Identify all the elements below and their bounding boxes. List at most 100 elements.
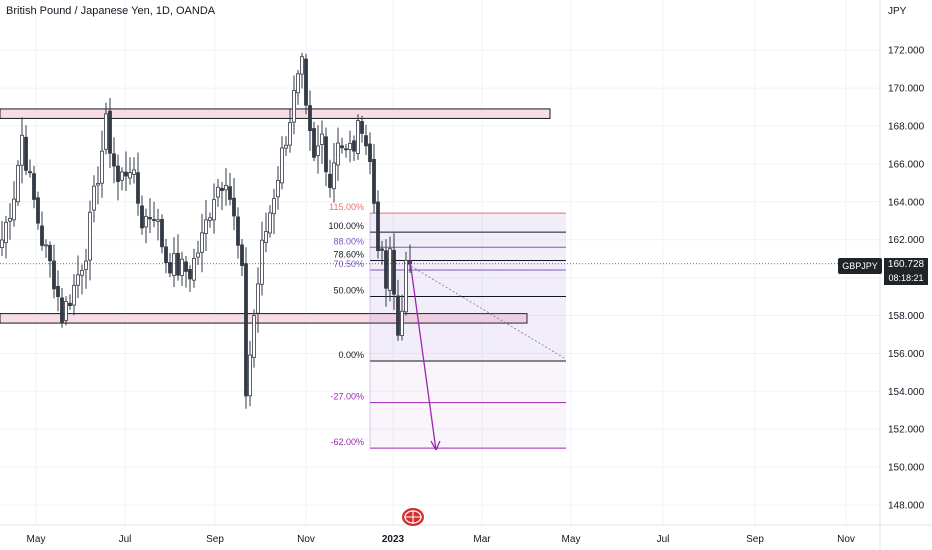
zone-boxes[interactable] <box>0 108 551 324</box>
candle-body <box>276 179 280 198</box>
fib-band <box>370 402 566 449</box>
candle-body <box>184 261 188 272</box>
candle <box>156 208 160 241</box>
candle-body <box>332 162 336 190</box>
candle-body <box>320 133 324 145</box>
candle-body <box>96 183 100 186</box>
dotted-trendline[interactable] <box>407 263 567 360</box>
candle-body <box>4 221 8 244</box>
candle-body <box>224 184 228 191</box>
candle <box>396 279 400 341</box>
candle <box>8 203 12 240</box>
candle <box>384 239 388 307</box>
candle-body <box>64 301 68 321</box>
candle <box>348 130 352 163</box>
candle <box>136 152 140 216</box>
candle-body <box>352 140 356 152</box>
x-tick-label: Sep <box>206 534 224 545</box>
y-tick-label: 162.000 <box>888 235 925 246</box>
resistance-zone[interactable] <box>0 108 551 119</box>
candle <box>404 251 408 316</box>
candle <box>160 214 164 254</box>
candle-body <box>60 297 64 323</box>
red-globe-icon[interactable] <box>401 507 425 527</box>
y-tick-label: 168.000 <box>888 122 925 133</box>
candle <box>192 248 196 288</box>
candle <box>344 144 348 158</box>
candle <box>216 178 220 207</box>
fib-level-label: 115.00% <box>329 202 364 212</box>
fibonacci-tool[interactable]: 115.00%100.00%88.00%78.60%70.50%50.00%0.… <box>328 202 566 449</box>
candle-body <box>260 239 264 285</box>
y-tick-label: 164.000 <box>888 197 925 208</box>
candle-body <box>40 225 44 246</box>
candle-body <box>228 186 232 200</box>
candle <box>200 213 204 273</box>
candle <box>108 97 112 169</box>
candle-body <box>36 197 40 224</box>
candle <box>124 151 128 192</box>
candle <box>132 157 136 184</box>
y-tick-label: 166.000 <box>888 159 925 170</box>
candlestick-series <box>0 52 412 409</box>
candle <box>256 267 260 333</box>
candle <box>356 114 360 160</box>
candle-body <box>252 315 256 358</box>
fib-band <box>370 260 566 271</box>
candle <box>400 294 404 341</box>
candle <box>204 199 208 251</box>
candle-body <box>172 253 176 276</box>
candle <box>176 234 180 281</box>
support-zone[interactable] <box>0 313 528 324</box>
candle <box>352 135 356 161</box>
candle <box>236 207 240 259</box>
candle <box>316 125 320 174</box>
candle-body <box>232 197 236 217</box>
candle <box>288 109 292 153</box>
candle <box>184 255 188 288</box>
candle-body <box>340 145 344 149</box>
fib-level-label: 88.00% <box>333 236 364 246</box>
candle-body <box>328 173 332 188</box>
x-tick-label: Jul <box>657 534 670 545</box>
candle-body <box>256 283 260 314</box>
candle-body <box>144 215 148 228</box>
candle <box>308 90 312 151</box>
candle-body <box>156 219 160 222</box>
candle-body <box>200 232 204 253</box>
candle <box>72 274 76 316</box>
candle-body <box>44 244 48 247</box>
candle <box>44 239 48 258</box>
candle-body <box>20 134 24 166</box>
candle-body <box>380 248 384 251</box>
candle <box>296 70 300 105</box>
candle-body <box>24 136 28 171</box>
candle <box>212 183 216 234</box>
candle-body <box>292 90 296 123</box>
candle-body <box>208 217 212 221</box>
candle-body <box>312 128 316 158</box>
projection-arrow[interactable] <box>409 260 437 451</box>
candle-body <box>392 249 396 295</box>
y-tick-label: 170.000 <box>888 84 925 95</box>
drawing-overlay[interactable] <box>0 260 880 451</box>
candle <box>232 178 236 231</box>
candle <box>188 265 192 292</box>
candle <box>12 181 16 227</box>
candle <box>164 238 168 274</box>
fib-level-label: 78.60% <box>333 250 364 260</box>
candle-body <box>368 143 372 163</box>
candle-body <box>264 231 268 243</box>
candle <box>380 240 384 265</box>
candle-body <box>360 121 364 134</box>
candle-body <box>72 285 76 306</box>
y-tick-label: 148.000 <box>888 501 925 512</box>
candle <box>100 130 104 198</box>
candle-body <box>244 263 248 397</box>
candle <box>140 195 144 235</box>
candle <box>228 172 232 206</box>
candle <box>392 233 396 310</box>
candle <box>168 253 172 278</box>
candle-body <box>356 120 360 154</box>
